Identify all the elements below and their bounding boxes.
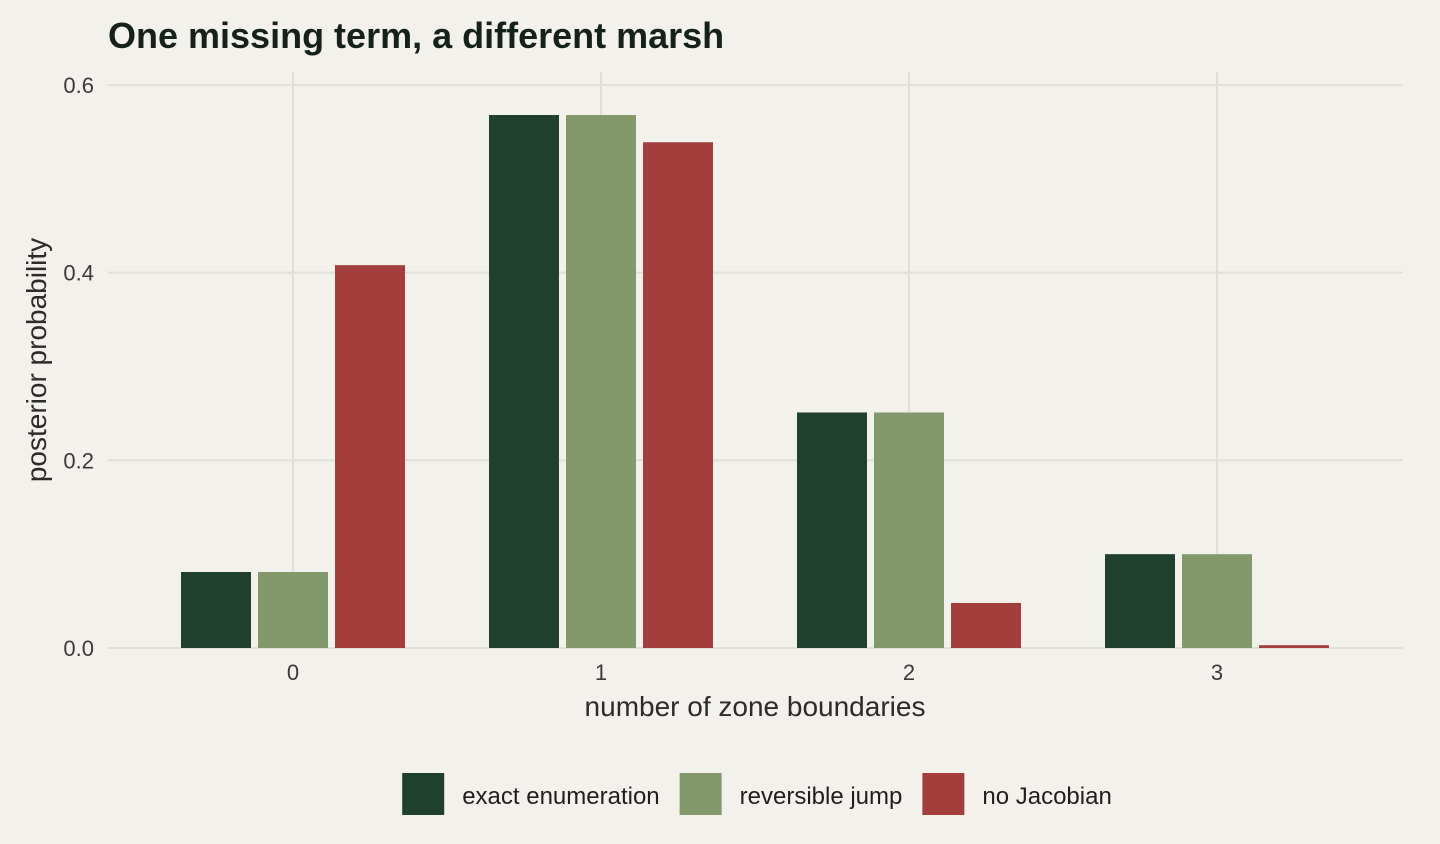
bar xyxy=(643,142,713,648)
legend-label: no Jacobian xyxy=(982,783,1111,810)
bar xyxy=(1182,554,1252,648)
y-tick-label: 0.4 xyxy=(63,261,94,286)
legend-swatch xyxy=(922,773,965,815)
legend-swatch xyxy=(402,773,445,815)
legend: exact enumeration reversible jump no Jacob… xyxy=(402,773,1112,815)
legend-swatch xyxy=(679,773,722,815)
tick-labels: 0.0 0.2 0.4 0.6 0 1 2 3 xyxy=(63,73,1223,685)
bar xyxy=(566,115,636,648)
bar xyxy=(797,412,867,648)
legend-label: exact enumeration xyxy=(462,783,659,810)
bar xyxy=(181,571,251,648)
y-tick-label: 0.0 xyxy=(63,636,94,661)
bars xyxy=(181,115,1329,648)
bar xyxy=(951,602,1021,648)
y-tick-label: 0.6 xyxy=(63,73,94,98)
bar xyxy=(258,571,328,648)
bar xyxy=(1105,554,1175,648)
y-axis-title: posterior probability xyxy=(21,238,52,482)
x-tick-label: 3 xyxy=(1211,660,1223,685)
x-tick-label: 2 xyxy=(903,660,915,685)
bar xyxy=(874,412,944,648)
x-tick-label: 0 xyxy=(287,660,299,685)
chart-title: One missing term, a different marsh xyxy=(108,15,724,56)
legend-label: reversible jump xyxy=(740,783,903,810)
x-axis-title: number of zone boundaries xyxy=(585,691,926,722)
x-tick-label: 1 xyxy=(595,660,607,685)
bar xyxy=(1259,645,1329,648)
y-tick-label: 0.2 xyxy=(63,448,94,473)
bar xyxy=(489,115,559,648)
bar xyxy=(335,265,405,648)
